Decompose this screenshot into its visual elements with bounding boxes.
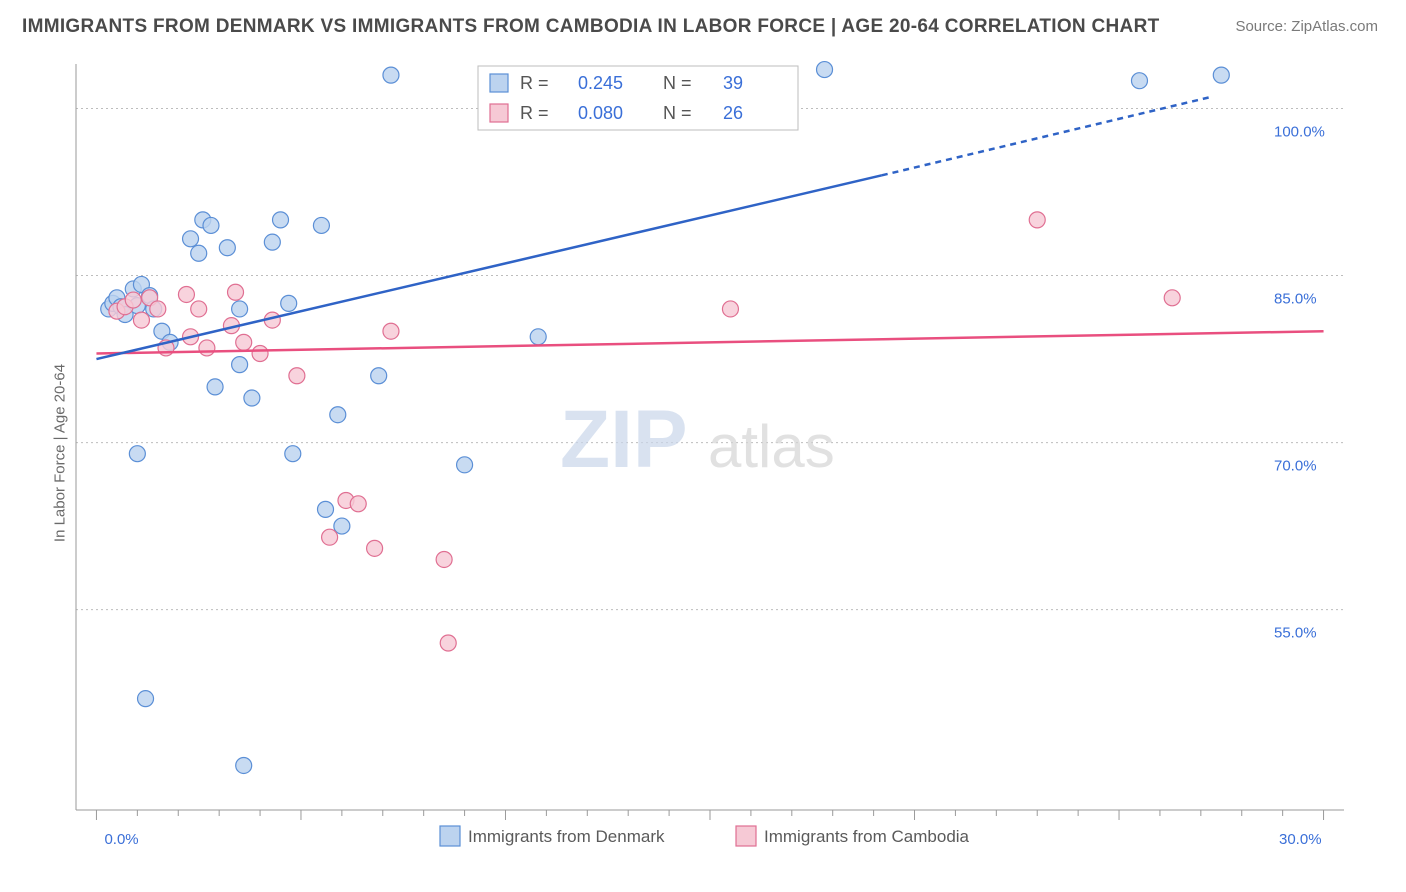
cambodia-point (228, 284, 244, 300)
chart-title: IMMIGRANTS FROM DENMARK VS IMMIGRANTS FR… (22, 16, 1160, 38)
y-tick-label: 55.0% (1274, 625, 1317, 642)
denmark-point (207, 379, 223, 395)
y-axis-label: In Labor Force | Age 20-64 (52, 364, 69, 542)
legend-label-denmark: Immigrants from Denmark (468, 827, 665, 846)
cambodia-point (440, 635, 456, 651)
cambodia-point (350, 496, 366, 512)
denmark-point (273, 212, 289, 228)
watermark-zip: ZIP (560, 394, 688, 485)
legend-chip-cambodia (736, 826, 756, 846)
cambodia-trendline (96, 331, 1323, 353)
denmark-point (1131, 73, 1147, 89)
stats-chip-cambodia (490, 104, 508, 122)
y-tick-label: 70.0% (1274, 458, 1317, 475)
denmark-point (138, 691, 154, 707)
stats-n-label-1: N = (663, 73, 692, 93)
bottom-legend: Immigrants from Denmark Immigrants from C… (440, 826, 970, 846)
cambodia-point (125, 292, 141, 308)
stats-r-value-2: 0.080 (578, 103, 623, 123)
cambodia-point (133, 312, 149, 328)
cambodia-point (289, 368, 305, 384)
scatter-chart: 55.0% 70.0% 85.0% 100.0% ZIP atlas 0.0% 30.0% R … (48, 58, 1368, 848)
denmark-point (334, 518, 350, 534)
stats-r-value-1: 0.245 (578, 73, 623, 93)
stats-r-label-1: R = (520, 73, 549, 93)
denmark-point (244, 390, 260, 406)
denmark-point (203, 217, 219, 233)
denmark-point (457, 457, 473, 473)
denmark-point (318, 501, 334, 517)
cambodia-point (436, 551, 452, 567)
source-credit: Source: ZipAtlas.com (1235, 18, 1378, 35)
denmark-point (183, 231, 199, 247)
denmark-point (236, 757, 252, 773)
denmark-trendline-extrapolated (882, 97, 1209, 175)
plot-container: In Labor Force | Age 20-64 55.0% 70.0% 85.… (48, 58, 1368, 848)
stats-n-value-1: 39 (723, 73, 743, 93)
denmark-point (817, 62, 833, 78)
watermark-atlas: atlas (708, 413, 835, 480)
denmark-point (1213, 67, 1229, 83)
denmark-point (371, 368, 387, 384)
denmark-point (232, 301, 248, 317)
cambodia-point (1029, 212, 1045, 228)
denmark-point (232, 357, 248, 373)
y-tick-label: 85.0% (1274, 291, 1317, 308)
y-tick-label: 100.0% (1274, 124, 1325, 141)
denmark-point (383, 67, 399, 83)
denmark-point (219, 240, 235, 256)
cambodia-point (252, 345, 268, 361)
denmark-point (191, 245, 207, 261)
x-min-label: 0.0% (104, 831, 138, 848)
cambodia-point (322, 529, 338, 545)
denmark-point (330, 407, 346, 423)
stats-r-label-2: R = (520, 103, 549, 123)
cambodia-point (199, 340, 215, 356)
denmark-trendline (96, 175, 881, 359)
denmark-point (530, 329, 546, 345)
legend-label-cambodia: Immigrants from Cambodia (764, 827, 970, 846)
stats-chip-denmark (490, 74, 508, 92)
cambodia-point (178, 286, 194, 302)
legend-chip-denmark (440, 826, 460, 846)
stats-n-value-2: 26 (723, 103, 743, 123)
cambodia-point (236, 334, 252, 350)
cambodia-point (722, 301, 738, 317)
denmark-point (285, 446, 301, 462)
cambodia-point (383, 323, 399, 339)
denmark-point (313, 217, 329, 233)
x-max-label: 30.0% (1279, 831, 1322, 848)
cambodia-point (1164, 290, 1180, 306)
denmark-point (281, 295, 297, 311)
denmark-point (129, 446, 145, 462)
cambodia-point (367, 540, 383, 556)
cambodia-point (150, 301, 166, 317)
stats-n-label-2: N = (663, 103, 692, 123)
cambodia-point (191, 301, 207, 317)
denmark-point (264, 234, 280, 250)
